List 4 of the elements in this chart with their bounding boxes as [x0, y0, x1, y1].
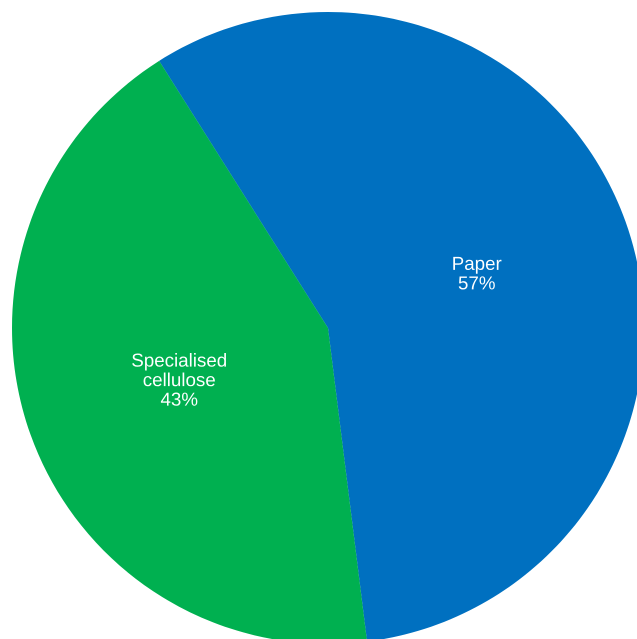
data-label: 57%: [458, 276, 495, 290]
data-label: 43%: [160, 392, 198, 406]
slice-label: Specialised cellulose: [132, 353, 226, 386]
slice-label: Paper: [453, 256, 502, 274]
